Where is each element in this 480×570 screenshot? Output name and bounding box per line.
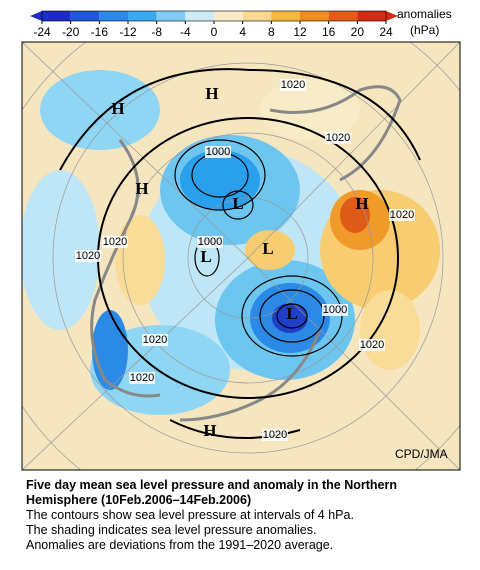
contour-label: 1020 <box>76 250 100 262</box>
colorbar-segment <box>128 11 157 21</box>
contour-label: 1000 <box>323 304 347 316</box>
low-marker: L <box>200 247 211 266</box>
colorbar-tick-label: 16 <box>322 25 336 39</box>
contour-label-bg <box>142 334 168 346</box>
colorbar-segment <box>42 11 71 21</box>
high-marker: H <box>135 179 148 198</box>
contour-label-bg <box>75 250 101 262</box>
contour-label: 1000 <box>206 146 230 158</box>
contour-label: 1020 <box>326 132 350 144</box>
colorbar-tick-label: -24 <box>33 25 51 39</box>
contour-label: 1000 <box>198 236 222 248</box>
contour-label: 1020 <box>103 236 127 248</box>
colorbar-end <box>30 11 42 21</box>
colorbar-tick-label: 4 <box>239 25 246 39</box>
colorbar-segment <box>271 11 300 21</box>
low-marker: L <box>232 194 243 213</box>
caption-line: The shading indicates sea level pressure… <box>26 523 317 537</box>
contour-label-bg <box>262 429 288 441</box>
colorbar-segment <box>70 11 100 21</box>
caption-line: Anomalies are deviations from the 1991–2… <box>26 538 334 552</box>
colorbar-tick-label: 20 <box>351 25 365 39</box>
low-marker: L <box>262 239 273 258</box>
colorbar-segment <box>156 11 186 21</box>
high-marker: H <box>203 421 216 440</box>
colorbar-segment <box>328 11 358 21</box>
colorbar-tick-label: -8 <box>151 25 162 39</box>
high-marker: H <box>205 84 218 103</box>
caption-title: Five day mean sea level pressure and ano… <box>26 478 397 492</box>
caption: Five day mean sea level pressure and ano… <box>26 478 466 553</box>
colorbar-segment <box>242 11 272 21</box>
high-marker: H <box>355 194 368 213</box>
colorbar-segment <box>185 11 214 21</box>
colorbar-tick-label: -16 <box>91 25 109 39</box>
colorbar-title: anomalies <box>397 7 452 21</box>
caption-title: Hemisphere (10Feb.2006–14Feb.2006) <box>26 493 252 507</box>
contour-label-bg <box>129 372 155 384</box>
contour-label: 1020 <box>281 79 305 91</box>
colorbar-tick-label: 24 <box>379 25 393 39</box>
coastlines <box>90 85 402 422</box>
colorbar-segment <box>99 11 128 21</box>
contour-label-bg <box>322 304 348 316</box>
colorbar-tick-label: 8 <box>268 25 275 39</box>
contour-label: 1020 <box>263 429 287 441</box>
contour-label-bg <box>325 132 351 144</box>
contour-label-bg <box>102 236 128 248</box>
colorbar-tick-label: -12 <box>119 25 137 39</box>
colorbar-segment <box>357 11 386 21</box>
contour-label-bg <box>280 79 306 91</box>
contour-label-bg <box>205 146 231 158</box>
high-marker: H <box>111 99 124 118</box>
contour-label-bg <box>389 209 415 221</box>
contour-label-bg <box>197 236 223 248</box>
contour-label: 1020 <box>360 339 384 351</box>
colorbar-segment <box>214 11 243 21</box>
colorbar-tick-label: 12 <box>293 25 307 39</box>
contour-label-bg <box>359 339 385 351</box>
low-marker: L <box>286 304 297 323</box>
colorbar-unit: (hPa) <box>410 23 439 37</box>
graticule <box>22 42 460 470</box>
colorbar-segment <box>300 11 329 21</box>
anomaly-shading <box>22 70 440 415</box>
credit: CPD/JMA <box>395 447 448 461</box>
colorbar: -24 -20 -16 -12 -8 -4 0 4 8 12 16 20 24 <box>30 10 398 39</box>
caption-line: The contours show sea level pressure at … <box>26 508 354 522</box>
contour-label: 1020 <box>143 334 167 346</box>
map-frame <box>21 41 461 471</box>
colorbar-tick-label: 0 <box>211 25 218 39</box>
contour-label: 1020 <box>130 372 154 384</box>
contour-label: 1020 <box>390 209 414 221</box>
colorbar-tick-label: -4 <box>180 25 191 39</box>
colorbar-end <box>386 11 398 21</box>
figure: -24 -20 -16 -12 -8 -4 0 4 8 12 16 20 24 anomalies (h… <box>21 7 461 471</box>
colorbar-tick-label: -20 <box>62 25 80 39</box>
